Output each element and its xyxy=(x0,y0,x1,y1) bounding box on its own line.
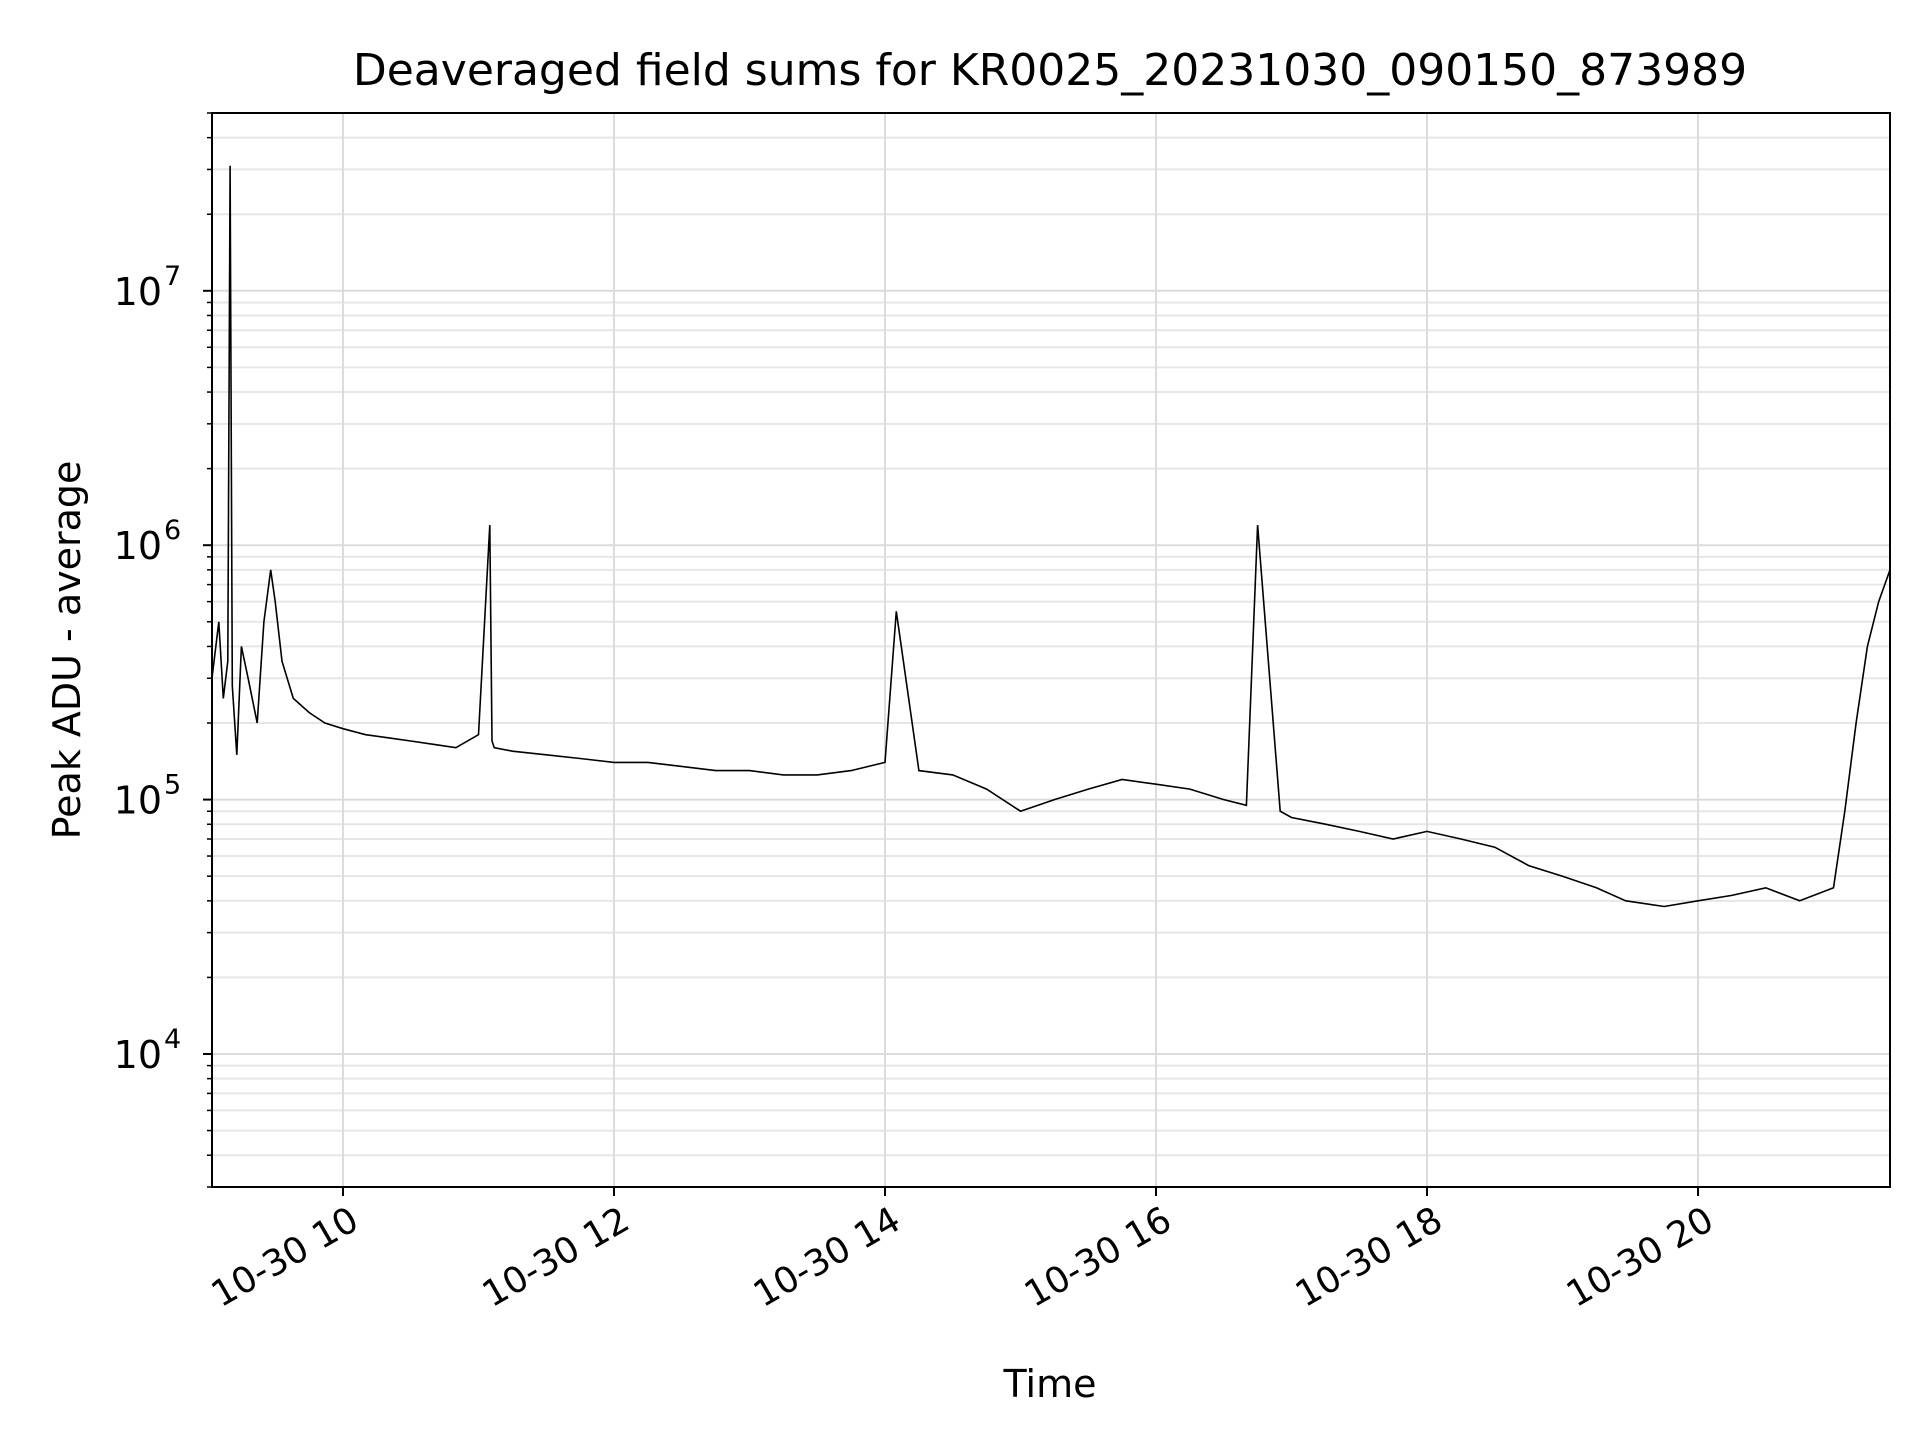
y-tick-label: 10 xyxy=(114,524,162,568)
y-tick-exponent: 7 xyxy=(164,261,181,292)
y-tick-label: 10 xyxy=(114,270,162,314)
y-axis-label: Peak ADU - average xyxy=(45,461,89,840)
plot-frame xyxy=(211,112,1891,1188)
x-axis-label: Time xyxy=(1003,1362,1097,1406)
y-tick-exponent: 6 xyxy=(164,515,181,546)
y-tick-exponent: 5 xyxy=(164,770,181,801)
y-tick-exponent: 4 xyxy=(164,1024,181,1055)
grid xyxy=(212,112,1890,1188)
y-tick-label: 10 xyxy=(114,1033,162,1077)
series-layer xyxy=(211,165,1891,908)
y-tick-label: 10 xyxy=(114,779,162,823)
series-line-0 xyxy=(211,165,1891,908)
chart-title: Deaveraged field sums for KR0025_2023103… xyxy=(353,45,1747,96)
